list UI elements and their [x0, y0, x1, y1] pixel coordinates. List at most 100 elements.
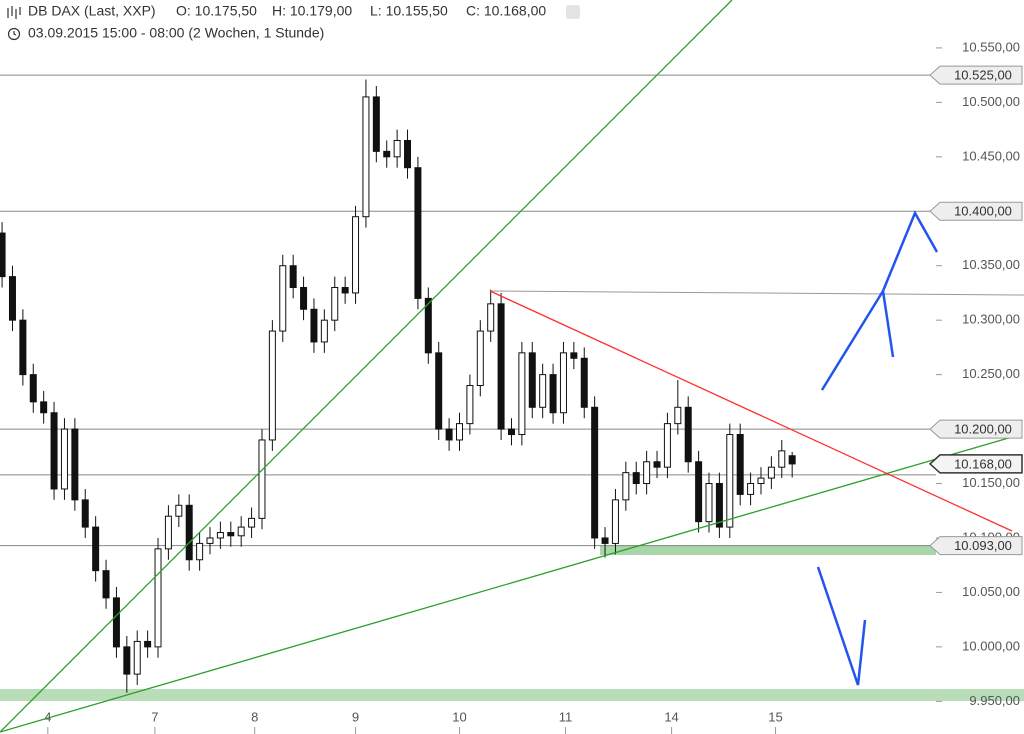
candle-body — [466, 385, 474, 425]
candle-body — [393, 139, 401, 158]
x-tick-label: 15 — [768, 709, 782, 724]
y-tick-label: 10.500,00 — [962, 94, 1020, 109]
candle-body — [258, 439, 266, 519]
candle-body — [424, 297, 432, 354]
candle-body — [185, 504, 193, 561]
trend-line — [0, 0, 733, 733]
candle-body — [549, 374, 557, 414]
y-tick-label: 10.300,00 — [962, 312, 1020, 327]
candle-body — [611, 499, 619, 544]
candle-body — [570, 352, 578, 359]
candle-body — [50, 412, 58, 490]
candle-body — [40, 401, 48, 414]
candle-body — [175, 504, 183, 517]
ohlc-close: C: 10.168,00 — [466, 3, 546, 19]
candle-body — [622, 472, 630, 501]
candle-body — [736, 434, 744, 495]
candle-body — [445, 428, 453, 441]
candle-body — [778, 450, 786, 468]
price-tag-label: 10.200,00 — [954, 422, 1012, 437]
candle-body — [310, 308, 318, 343]
candle-body — [507, 428, 515, 436]
candle-body — [92, 526, 100, 572]
y-tick-label: 10.000,00 — [962, 638, 1020, 653]
settings-button[interactable] — [566, 5, 580, 19]
candle-body — [435, 352, 443, 430]
price-tag — [929, 419, 1023, 439]
candle-body — [372, 96, 380, 152]
candle-body — [456, 423, 464, 441]
candle-body — [674, 406, 682, 425]
candle-body — [300, 287, 308, 310]
candle-body — [414, 167, 422, 299]
candles — [0, 79, 796, 693]
candle-body — [715, 483, 723, 528]
chart-icon — [7, 6, 21, 19]
candle-body — [559, 352, 567, 414]
candle-body — [29, 374, 37, 403]
arrow — [820, 287, 895, 391]
candle-body — [580, 357, 588, 408]
y-tick-label: 10.250,00 — [962, 366, 1020, 381]
candle-body — [767, 466, 775, 479]
candle-body — [362, 96, 370, 218]
candle-body — [788, 455, 796, 465]
levels — [0, 74, 936, 547]
price-tag — [929, 65, 1023, 85]
resistance-line — [489, 290, 1024, 296]
candle-body — [591, 406, 599, 539]
candle-body — [653, 461, 661, 468]
last-price-tag — [928, 454, 1023, 474]
x-tick-label: 4 — [44, 709, 51, 724]
candle-body — [757, 477, 765, 485]
x-tick-label: 11 — [559, 709, 573, 724]
y-tick-label: 10.150,00 — [962, 475, 1020, 490]
candle-body — [320, 319, 328, 343]
x-tick-label: 7 — [151, 709, 158, 724]
x-tick-label: 9 — [352, 709, 359, 724]
x-tick-label: 8 — [251, 709, 258, 724]
subtitle: 03.09.2015 15:00 - 08:00 (2 Wochen, 1 St… — [28, 25, 324, 41]
candle-body — [133, 640, 141, 675]
candle-body — [632, 472, 640, 485]
price-tag-label: 10.400,00 — [954, 204, 1012, 219]
candle-body — [19, 319, 27, 376]
y-tick-label: 10.350,00 — [962, 257, 1020, 272]
y-tick-label: 10.450,00 — [962, 148, 1020, 163]
arrow — [881, 210, 939, 292]
candle-body — [518, 352, 526, 436]
price-tag — [929, 201, 1023, 221]
candle-body — [643, 461, 651, 485]
trend-line — [0, 436, 1013, 733]
candle-body — [144, 640, 152, 648]
candle-body — [81, 499, 89, 528]
candle-body — [331, 287, 339, 321]
chart-title: DB DAX (Last, XXP) — [28, 3, 156, 19]
candle-body — [705, 483, 713, 523]
last-price-label: 10.168,00 — [954, 456, 1012, 471]
candle-body — [684, 406, 692, 463]
candle-body — [164, 515, 172, 550]
candle-body — [60, 428, 68, 490]
clock-hand — [13, 31, 17, 36]
axes: 9.950,0010.000,0010.050,0010.100,0010.15… — [44, 39, 1023, 734]
candle-body — [663, 423, 671, 468]
y-tick-label: 10.050,00 — [962, 584, 1020, 599]
candle-body — [289, 265, 297, 289]
trend-line — [489, 290, 1013, 532]
candle-body — [487, 303, 495, 332]
y-tick-label: 10.550,00 — [962, 39, 1020, 54]
candle-body — [0, 232, 6, 278]
ohlc-high: H: 10.179,00 — [272, 3, 352, 19]
price-tag-label: 10.093,00 — [954, 538, 1012, 553]
support-zone — [600, 545, 936, 555]
x-tick-label: 14 — [664, 709, 678, 724]
candle-body — [695, 461, 703, 523]
ohlc-low: L: 10.155,50 — [370, 3, 448, 19]
candle-body — [154, 548, 162, 648]
candle-body — [216, 532, 224, 539]
candle-body — [539, 374, 547, 408]
price-tag-label: 10.525,00 — [954, 68, 1012, 83]
candle-body — [383, 150, 391, 158]
candle-body — [227, 532, 235, 537]
